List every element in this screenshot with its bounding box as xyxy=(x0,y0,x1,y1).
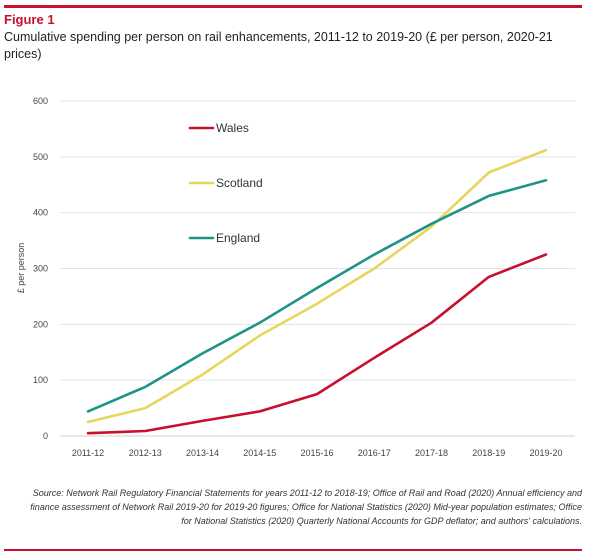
figure-label: Figure 1 xyxy=(4,12,55,27)
y-tick-label: 100 xyxy=(33,375,48,385)
x-tick-label: 2019-20 xyxy=(529,448,562,458)
series-line-england xyxy=(86,179,548,413)
y-tick-label: 400 xyxy=(33,208,48,218)
x-tick-label: 2014-15 xyxy=(243,448,276,458)
series-lines xyxy=(86,148,548,435)
series-line-scotland xyxy=(86,148,548,424)
x-tick-labels: 2011-12 2012-13 2013-14 2014-15 2015-16 2016-… xyxy=(72,448,563,458)
x-tick-label: 2011-12 xyxy=(72,448,104,458)
x-tick-label: 2018-19 xyxy=(472,448,505,458)
y-tick-label: 500 xyxy=(33,152,48,162)
x-tick-label: 2013-14 xyxy=(186,448,219,458)
y-tick-label: 300 xyxy=(33,264,48,274)
series-line-wales xyxy=(86,253,548,435)
legend-label-england: England xyxy=(216,231,260,245)
x-tick-label: 2017-18 xyxy=(415,448,448,458)
x-tick-label: 2015-16 xyxy=(300,448,333,458)
y-tick-labels: 0 100 200 300 400 500 600 xyxy=(33,96,48,441)
top-rule xyxy=(4,5,582,8)
source-note: Source: Network Rail Regulatory Financia… xyxy=(30,488,582,526)
legend: Wales Scotland England xyxy=(188,121,263,245)
x-tick-label: 2016-17 xyxy=(358,448,391,458)
y-tick-label: 0 xyxy=(43,431,48,441)
legend-label-scotland: Scotland xyxy=(216,176,263,190)
x-tick-label: 2012-13 xyxy=(129,448,162,458)
figure-title: Cumulative spending per person on rail e… xyxy=(4,30,553,61)
y-tick-label: 600 xyxy=(33,96,48,106)
legend-label-wales: Wales xyxy=(216,121,249,135)
y-tick-label: 200 xyxy=(33,319,48,329)
y-axis-label: £ per person xyxy=(16,243,26,294)
bottom-rule xyxy=(4,549,582,551)
gridlines xyxy=(60,100,575,437)
